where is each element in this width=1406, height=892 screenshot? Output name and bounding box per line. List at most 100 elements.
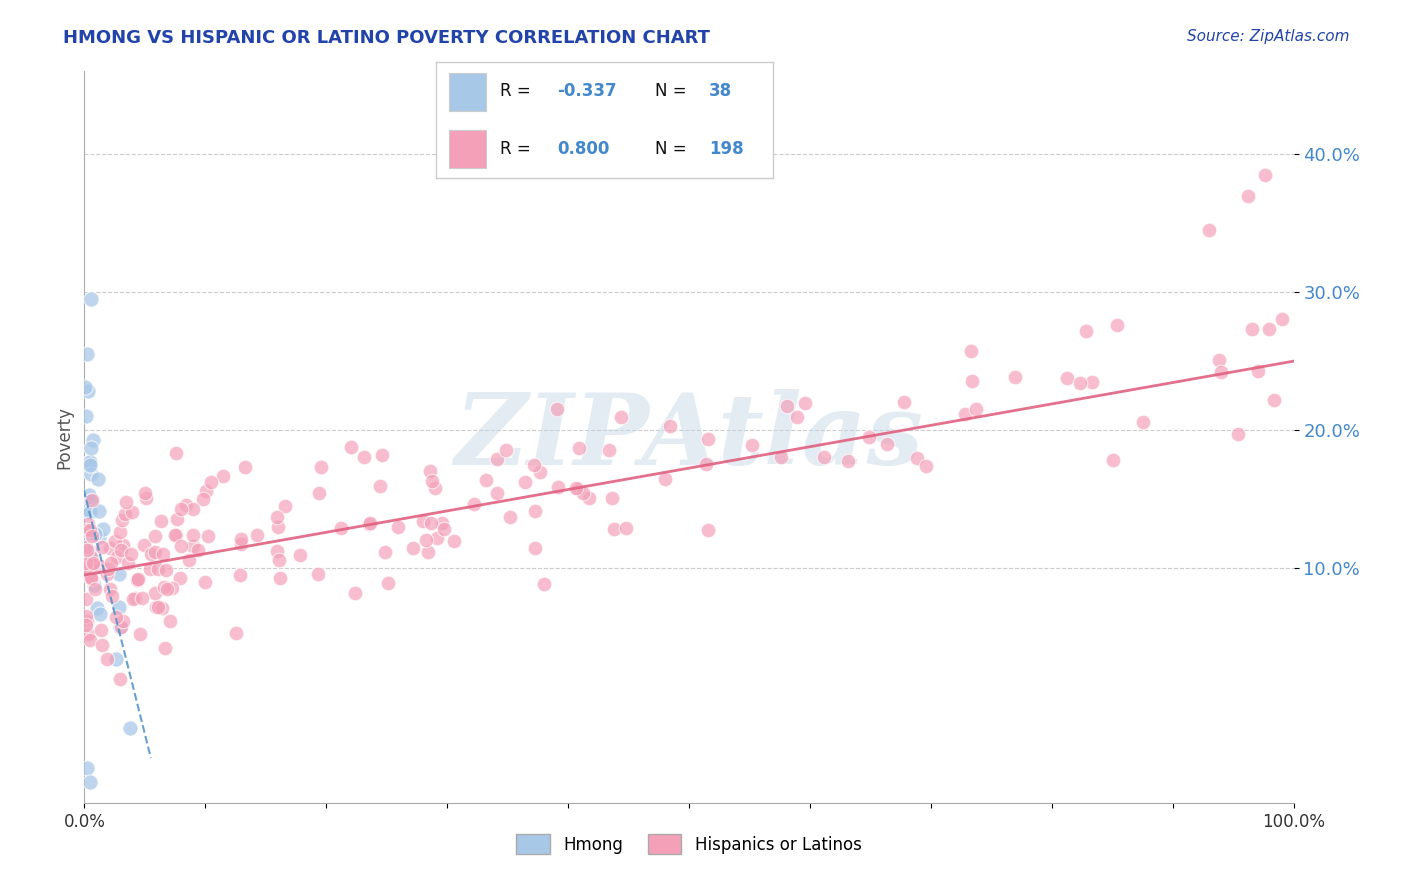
- Point: [127, 573, 149, 587]
- Point: [357, 517, 380, 532]
- Point: [111, 513, 134, 527]
- Point: [905, 451, 928, 466]
- Point: [89, 607, 111, 621]
- Point: [412, 515, 434, 529]
- Point: [170, 539, 193, 553]
- Point: [495, 443, 517, 458]
- Point: [1247, 364, 1270, 378]
- Point: [475, 473, 498, 487]
- Point: [80, 571, 103, 585]
- Point: [132, 538, 155, 552]
- Point: [110, 620, 132, 634]
- Text: R =: R =: [501, 82, 530, 101]
- Point: [97, 562, 120, 576]
- Point: [80, 492, 103, 507]
- Point: [77, 568, 100, 582]
- Point: [794, 396, 817, 410]
- Point: [82, 434, 104, 448]
- Point: [308, 486, 330, 500]
- Point: [418, 545, 440, 559]
- Point: [401, 541, 423, 555]
- Text: -0.337: -0.337: [557, 82, 617, 101]
- Point: [598, 442, 620, 457]
- FancyBboxPatch shape: [450, 73, 486, 112]
- Point: [77, 501, 100, 516]
- Point: [104, 534, 127, 549]
- Point: [425, 481, 447, 495]
- Point: [159, 614, 181, 628]
- Point: [155, 563, 177, 577]
- Point: [146, 599, 169, 614]
- Point: [80, 493, 103, 508]
- Point: [170, 502, 193, 516]
- Point: [129, 627, 152, 641]
- Point: [1056, 371, 1078, 385]
- Point: [75, 568, 97, 582]
- Point: [813, 450, 835, 464]
- Point: [105, 549, 128, 564]
- Point: [212, 468, 235, 483]
- Point: [79, 523, 101, 537]
- Point: [80, 570, 103, 584]
- Point: [120, 548, 142, 562]
- Point: [75, 592, 97, 607]
- Point: [79, 458, 101, 472]
- Point: [565, 482, 588, 496]
- Point: [513, 475, 536, 489]
- Point: [156, 582, 179, 596]
- Point: [89, 560, 111, 574]
- Point: [138, 561, 160, 575]
- Point: [108, 600, 131, 615]
- Point: [463, 497, 485, 511]
- Point: [98, 582, 121, 596]
- Point: [153, 580, 176, 594]
- Point: [329, 521, 352, 535]
- Text: ZIPAtlas: ZIPAtlas: [454, 389, 924, 485]
- Point: [837, 453, 859, 467]
- FancyBboxPatch shape: [450, 129, 486, 168]
- Point: [84, 527, 107, 541]
- Point: [529, 466, 551, 480]
- Point: [1227, 427, 1250, 442]
- Point: [145, 600, 167, 615]
- Point: [387, 519, 409, 533]
- Point: [76, 761, 98, 775]
- Point: [786, 409, 808, 424]
- Point: [547, 480, 569, 494]
- Point: [181, 501, 204, 516]
- Point: [111, 614, 134, 628]
- Point: [77, 564, 100, 578]
- Point: [112, 538, 135, 552]
- Point: [1253, 168, 1275, 182]
- Point: [1241, 322, 1264, 336]
- Point: [75, 557, 97, 571]
- Point: [163, 527, 186, 541]
- Point: [200, 475, 222, 489]
- Point: [86, 601, 108, 615]
- Point: [77, 488, 100, 502]
- Point: [96, 566, 118, 581]
- Point: [741, 438, 763, 452]
- Point: [419, 464, 441, 478]
- Point: [600, 491, 623, 506]
- Point: [231, 537, 253, 551]
- Point: [914, 458, 936, 473]
- Point: [370, 479, 392, 493]
- Point: [309, 459, 332, 474]
- Point: [229, 567, 252, 582]
- Point: [1069, 376, 1091, 391]
- Point: [893, 394, 915, 409]
- Text: 38: 38: [709, 82, 733, 101]
- Point: [110, 543, 132, 558]
- Point: [430, 516, 453, 530]
- Point: [876, 436, 898, 450]
- Point: [87, 473, 110, 487]
- Point: [415, 533, 437, 547]
- Point: [108, 524, 131, 539]
- Point: [90, 623, 112, 637]
- Point: [340, 440, 363, 454]
- Point: [1258, 322, 1281, 336]
- Point: [153, 640, 176, 655]
- Point: [377, 575, 399, 590]
- Point: [121, 505, 143, 519]
